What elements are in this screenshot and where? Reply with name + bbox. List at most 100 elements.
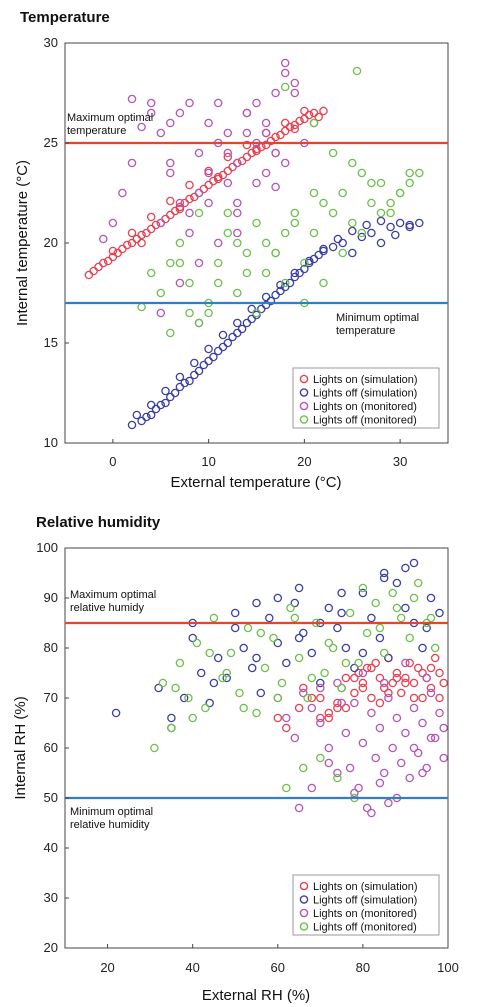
data-point: [260, 663, 270, 673]
data-point: [252, 218, 261, 228]
data-point: [367, 613, 376, 623]
data-point: [127, 158, 137, 168]
y-tick-label: 40: [44, 840, 58, 855]
data-point: [188, 633, 197, 643]
x-tick-label: 80: [356, 960, 370, 975]
data-point: [222, 668, 231, 678]
data-point: [166, 258, 175, 268]
data-point: [375, 623, 385, 633]
data-point: [233, 158, 242, 168]
data-point: [242, 268, 252, 278]
data-point: [294, 583, 304, 593]
data-point: [247, 304, 256, 314]
series-2: [127, 216, 424, 430]
data-point: [154, 683, 163, 693]
data-point: [190, 358, 199, 368]
data-point: [316, 713, 325, 723]
data-point: [233, 238, 242, 248]
data-point: [146, 108, 156, 118]
data-point: [333, 768, 342, 778]
data-point: [386, 222, 395, 232]
data-point: [167, 723, 176, 733]
data-point: [242, 248, 252, 258]
data-point: [367, 228, 376, 238]
data-point: [84, 270, 94, 280]
x-tick-label: 60: [271, 960, 285, 975]
data-point: [239, 643, 248, 653]
data-point: [265, 613, 274, 623]
data-point: [388, 678, 397, 688]
data-point: [185, 208, 194, 218]
legend: Lights on (simulation) Lights off (simula…: [292, 874, 440, 936]
y-tick-label: 90: [44, 590, 58, 605]
data-point: [328, 148, 338, 158]
axis-ticks: 20 30 40 50 60 70 80 90 100 20 40 60 80 100: [36, 540, 459, 975]
data-point: [213, 346, 223, 356]
data-point: [151, 220, 161, 230]
data-point: [295, 116, 304, 126]
legend-marker: [299, 922, 309, 931]
data-point: [252, 708, 261, 718]
data-point: [430, 653, 440, 663]
data-point: [375, 778, 385, 788]
data-point: [201, 703, 210, 713]
legend-label: Lights off (monitored): [313, 415, 417, 427]
data-point: [426, 663, 436, 673]
data-point: [271, 248, 280, 258]
data-point: [422, 673, 431, 683]
data-point: [294, 703, 304, 713]
data-point: [392, 603, 402, 613]
data-point: [205, 648, 214, 658]
data-point: [223, 166, 233, 176]
data-point: [185, 376, 194, 386]
legend-label: Lights off (simulation): [313, 388, 417, 400]
data-point: [223, 338, 233, 348]
data-point: [303, 693, 312, 703]
data-point: [111, 708, 121, 718]
data-point: [171, 683, 180, 693]
series-2: [111, 558, 444, 733]
data-point: [395, 188, 405, 198]
data-point: [280, 278, 290, 288]
data-point: [290, 124, 300, 134]
data-point: [388, 588, 397, 598]
data-point: [242, 318, 252, 328]
data-point: [418, 718, 427, 728]
data-point: [358, 738, 368, 748]
data-point: [290, 208, 300, 218]
data-point: [199, 360, 209, 370]
data-point: [384, 693, 393, 703]
data-point: [341, 673, 351, 683]
series-4: [150, 578, 440, 803]
data-point: [426, 593, 436, 603]
legend-marker: [299, 895, 309, 904]
data-point: [184, 693, 193, 703]
data-point: [341, 643, 351, 653]
data-point: [175, 278, 185, 288]
data-point: [294, 633, 304, 643]
data-point: [376, 208, 386, 218]
data-point: [319, 198, 328, 208]
data-point: [358, 683, 368, 693]
data-point: [401, 603, 410, 613]
data-point: [213, 278, 223, 288]
data-point: [108, 218, 118, 228]
data-point: [280, 118, 290, 128]
min-optimal-label: Minimum optimal: [336, 312, 419, 324]
data-point: [294, 803, 304, 813]
data-point: [180, 378, 189, 388]
min-optimal-label: relative humidity: [70, 819, 150, 831]
data-point: [150, 743, 159, 753]
x-tick-label: 0: [109, 454, 116, 469]
data-point: [362, 663, 372, 673]
data-point: [273, 593, 283, 603]
data-point: [418, 768, 427, 778]
data-point: [235, 688, 244, 698]
data-point: [314, 112, 323, 122]
data-point: [166, 158, 175, 168]
data-point: [237, 324, 247, 334]
data-point: [194, 148, 204, 158]
data-point: [156, 308, 166, 318]
